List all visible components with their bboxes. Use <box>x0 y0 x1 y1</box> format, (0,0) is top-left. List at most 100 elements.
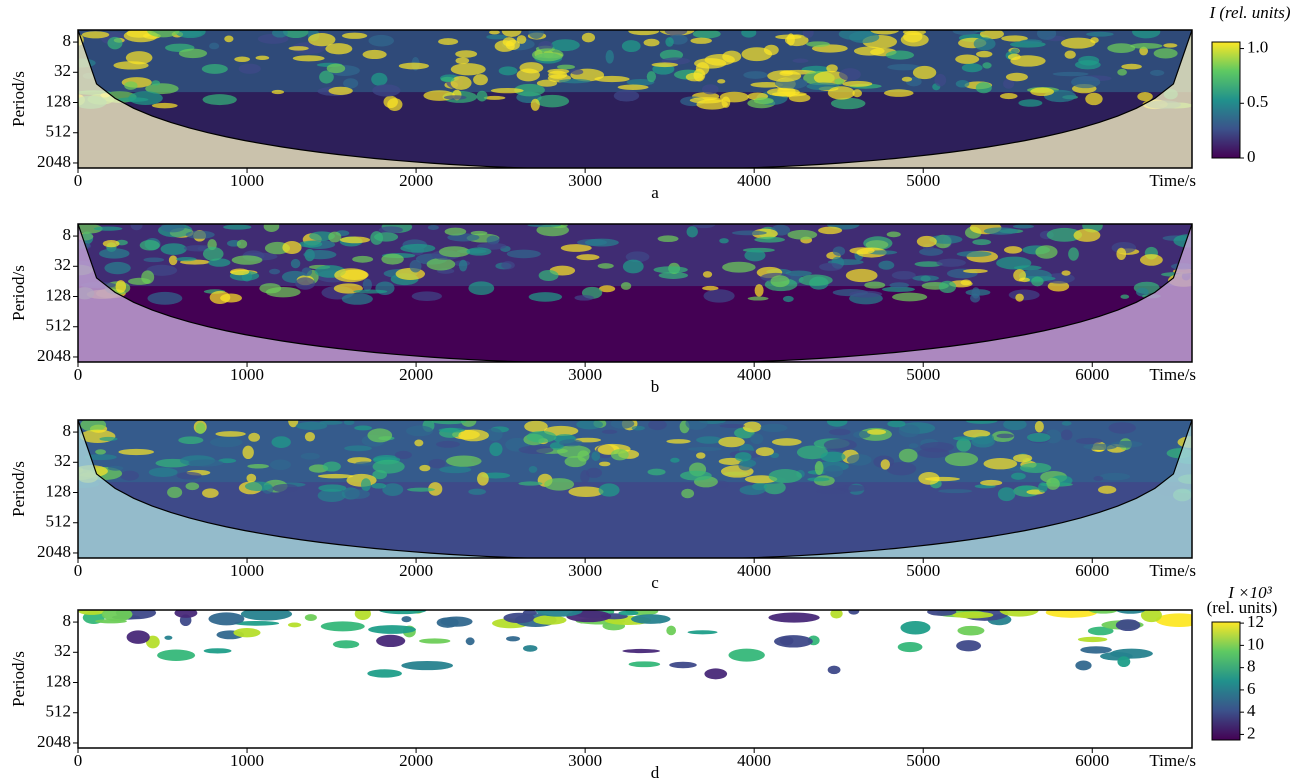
heatmap-texture <box>438 427 465 433</box>
heatmap-texture <box>419 464 431 472</box>
heatmap-texture <box>341 32 368 39</box>
x-tick-label: 6000 <box>1075 751 1109 770</box>
heatmap-texture <box>439 466 472 474</box>
heatmap-texture <box>852 89 862 98</box>
heatmap-texture <box>436 617 459 628</box>
heatmap-texture <box>731 230 767 236</box>
heatmap-texture <box>84 454 117 461</box>
x-tick-label: 1000 <box>230 365 264 384</box>
heatmap-texture <box>585 467 603 478</box>
heatmap-texture <box>197 246 207 251</box>
heatmap-texture <box>1075 437 1103 445</box>
cone-shade <box>78 30 1192 168</box>
heatmap-texture <box>792 58 809 63</box>
heatmap-texture <box>328 231 342 243</box>
heatmap-texture <box>362 278 372 292</box>
heatmap-texture <box>961 63 983 73</box>
x-tick-label: 6000 <box>1075 365 1109 384</box>
heatmap-texture <box>692 224 716 229</box>
heatmap-texture <box>120 470 139 481</box>
heatmap-texture <box>648 420 667 431</box>
heatmap-texture <box>775 34 802 40</box>
heatmap-texture <box>247 463 269 469</box>
x-tick-label: 4000 <box>737 561 771 580</box>
heatmap-texture <box>538 269 559 282</box>
heatmap-texture <box>1052 71 1089 77</box>
heatmap-texture <box>95 449 106 455</box>
heatmap-texture <box>559 439 583 447</box>
heatmap-texture <box>317 473 354 479</box>
heatmap-texture <box>387 98 403 111</box>
heatmap-texture <box>818 226 843 235</box>
heatmap-texture <box>300 452 320 460</box>
heatmap-texture <box>234 56 250 63</box>
heatmap-texture <box>845 268 878 283</box>
panel-label: a <box>651 183 659 202</box>
heatmap-texture <box>210 437 243 448</box>
heatmap-texture <box>143 257 165 263</box>
heatmap <box>78 224 1192 362</box>
heatmap-texture <box>531 48 564 62</box>
heatmap-texture <box>458 429 490 442</box>
heatmap <box>78 30 1192 168</box>
heatmap-texture <box>1003 78 1015 89</box>
heatmap-texture <box>880 459 890 470</box>
x-tick-label: 5000 <box>906 561 940 580</box>
x-tick-label: 2000 <box>399 751 433 770</box>
heatmap-texture <box>318 484 347 492</box>
heatmap-texture <box>1060 37 1096 49</box>
heatmap-texture <box>826 420 848 427</box>
heatmap-texture <box>881 286 915 292</box>
heatmap-texture <box>506 249 541 259</box>
heatmap-texture <box>834 78 844 85</box>
heatmap-texture <box>755 447 774 457</box>
heatmap-texture <box>501 261 515 270</box>
heatmap-texture <box>139 240 160 251</box>
heatmap-texture <box>934 73 947 87</box>
heatmap-texture <box>292 55 325 62</box>
heatmap-texture <box>271 436 291 449</box>
heatmap-texture <box>382 483 404 496</box>
heatmap-texture <box>891 270 916 280</box>
heatmap-texture <box>576 254 600 261</box>
heatmap-texture <box>598 285 616 293</box>
heatmap-texture <box>1110 648 1153 659</box>
heatmap-texture <box>344 445 372 452</box>
heatmap-texture <box>657 235 679 243</box>
heatmap-texture <box>973 37 996 51</box>
heatmap-texture <box>680 470 712 481</box>
heatmap-texture <box>823 438 857 451</box>
heatmap-texture <box>651 62 679 68</box>
heatmap-texture <box>1034 420 1044 433</box>
x-tick-label: 5000 <box>906 365 940 384</box>
heatmap-texture <box>367 428 393 443</box>
heatmap-texture <box>972 239 992 246</box>
y-tick-label: 2048 <box>37 732 71 751</box>
heatmap-texture <box>628 661 661 668</box>
heatmap-texture <box>1011 48 1020 54</box>
heatmap-texture <box>414 439 424 447</box>
heatmap-texture <box>823 465 844 478</box>
heatmap-texture <box>647 468 666 476</box>
heatmap-texture <box>498 66 518 76</box>
heatmap-texture <box>558 78 591 84</box>
heatmap-texture <box>828 428 851 436</box>
y-axis-label: Period/s <box>9 265 28 321</box>
heatmap-texture <box>175 30 206 39</box>
heatmap <box>78 610 1192 748</box>
heatmap-texture <box>901 76 913 82</box>
heatmap-texture <box>975 82 992 94</box>
heatmap-texture <box>666 439 691 444</box>
heatmap-texture <box>658 271 689 279</box>
heatmap-texture <box>501 30 522 37</box>
heatmap-texture <box>1064 50 1076 59</box>
heatmap-texture <box>696 436 723 444</box>
heatmap-texture <box>528 30 544 39</box>
heatmap-texture <box>362 49 387 60</box>
heatmap-texture <box>1068 247 1079 261</box>
heatmap-texture <box>979 30 1004 40</box>
heatmap-texture <box>763 480 786 495</box>
heatmap-texture <box>524 420 548 433</box>
y-tick-label: 8 <box>63 31 72 50</box>
heatmap-texture <box>151 80 161 86</box>
